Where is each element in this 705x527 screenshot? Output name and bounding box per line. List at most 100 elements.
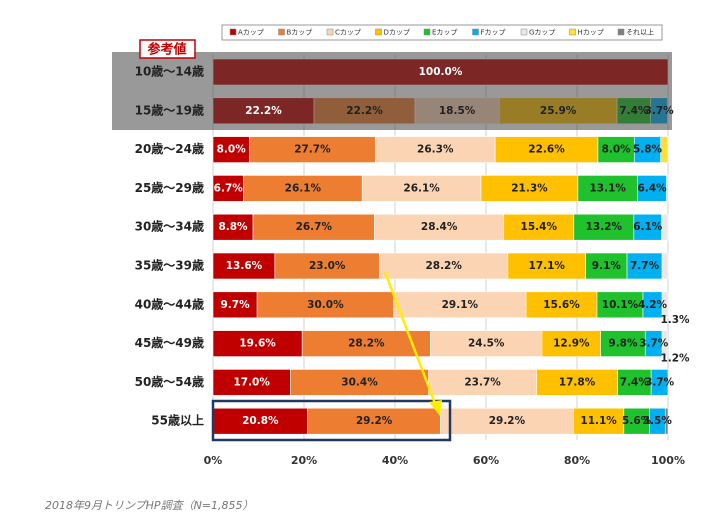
data-label: 26.3%	[417, 144, 454, 156]
x-tick-label: 60%	[473, 454, 499, 467]
data-label: 7.7%	[630, 260, 660, 272]
bar-segment	[626, 252, 663, 280]
data-label: 5.6%	[622, 415, 652, 427]
legend-swatch	[326, 28, 334, 36]
bar-segment	[379, 252, 509, 280]
x-tick-label: 0%	[204, 454, 223, 467]
data-label: 9.8%	[608, 338, 638, 350]
bar-segment	[243, 175, 363, 202]
bar-segment	[212, 175, 244, 202]
bar-segment	[480, 175, 579, 202]
data-label: 18.5%	[439, 105, 476, 117]
bar-segment	[541, 330, 601, 357]
bar-segment	[212, 291, 258, 319]
bar-segment	[573, 407, 625, 435]
legend-label: Gカップ	[529, 29, 555, 37]
caption: 2018年9月トリンプHP調査（N=1,855）	[45, 499, 254, 512]
x-tick-label: 40%	[382, 454, 408, 467]
data-label: 6.1%	[633, 221, 663, 233]
data-label: 29.2%	[489, 415, 526, 427]
data-label: 27.7%	[294, 144, 331, 156]
category-label: 30歳〜34歳	[135, 219, 204, 234]
data-label: 29.1%	[442, 299, 479, 311]
data-label: 17.8%	[559, 376, 596, 388]
legend-swatch	[569, 28, 576, 36]
legend-label: Dカップ	[384, 29, 410, 37]
bar-segment	[249, 136, 376, 163]
category-label: 35歳〜39歳	[135, 258, 204, 273]
data-label: 25.9%	[540, 105, 577, 117]
data-label: 7.4%	[619, 105, 649, 117]
bar-segment	[503, 213, 575, 241]
data-label: 22.2%	[346, 105, 383, 117]
data-label: 9.1%	[592, 260, 622, 272]
data-label: 3.7%	[645, 105, 675, 117]
arrow	[383, 271, 438, 407]
data-label: 8.8%	[218, 221, 248, 233]
bar-segment	[256, 291, 394, 319]
legend-swatch	[423, 28, 431, 36]
legend-swatch	[617, 28, 625, 36]
bar-segment	[494, 136, 599, 163]
bar-segment	[375, 136, 496, 163]
legend-label: Aカップ	[238, 29, 264, 37]
bar-segment	[212, 136, 250, 163]
bar-segment	[274, 252, 380, 280]
data-label: 1.3%	[660, 314, 690, 326]
data-label: 17.1%	[529, 260, 566, 272]
bar-segment	[634, 136, 662, 163]
category-label: 50歳〜54歳	[135, 374, 204, 389]
bar-segment	[440, 407, 574, 435]
category-label: 55歳以上	[151, 413, 204, 428]
bar-segment	[212, 213, 254, 241]
data-label: 15.4%	[521, 221, 558, 233]
category-label: 15歳〜19歳	[135, 102, 204, 117]
bar-segment	[212, 330, 303, 357]
legend-swatch	[278, 28, 285, 36]
bar-segment	[585, 252, 628, 280]
bar-segment	[637, 175, 667, 202]
bar-segment	[661, 252, 669, 280]
category-label: 45歳〜49歳	[135, 335, 204, 350]
bar-segment	[600, 330, 646, 357]
data-label: 9.7%	[221, 299, 251, 311]
data-label: 4.2%	[638, 299, 668, 311]
badge: 参考値	[147, 42, 186, 58]
bar-segment	[650, 369, 669, 396]
category-label: 40歳〜44歳	[135, 296, 204, 311]
bar-segment	[252, 213, 375, 241]
legend-label: Hカップ	[578, 29, 604, 37]
legend-label: それ以上	[626, 28, 654, 37]
bar-segment	[573, 213, 635, 241]
legend-swatch	[472, 28, 479, 36]
bar-segment	[660, 136, 669, 163]
data-label: 17.0%	[233, 376, 270, 388]
bar-segment	[307, 407, 441, 435]
data-label: 26.1%	[285, 182, 322, 194]
bar-segment	[212, 369, 291, 396]
data-label: 21.3%	[511, 182, 548, 194]
legend-label: Eカップ	[432, 29, 457, 37]
bar-segment	[374, 213, 505, 241]
data-label: 3.5%	[643, 415, 673, 427]
bar-segment	[597, 136, 635, 163]
data-label: 6.7%	[214, 182, 244, 194]
data-label: 10.1%	[602, 299, 639, 311]
data-label: 5.8%	[633, 144, 663, 156]
bar-segment	[661, 330, 668, 357]
bar-segment	[525, 291, 598, 319]
data-label: 22.2%	[245, 105, 282, 117]
bar-segment	[290, 369, 429, 396]
data-label: 3.7%	[639, 338, 669, 350]
data-label: 20.8%	[242, 415, 279, 427]
x-tick-label: 20%	[291, 454, 317, 467]
data-label: 12.9%	[553, 338, 590, 350]
legend-swatch	[520, 28, 528, 36]
bar-segment	[212, 252, 276, 280]
data-label: 1.2%	[660, 353, 690, 365]
category-label: 10歳〜14歳	[135, 64, 204, 79]
category-label: 20歳〜24歳	[135, 141, 204, 156]
bar-segment	[596, 291, 644, 319]
data-label: 28.4%	[421, 221, 458, 233]
